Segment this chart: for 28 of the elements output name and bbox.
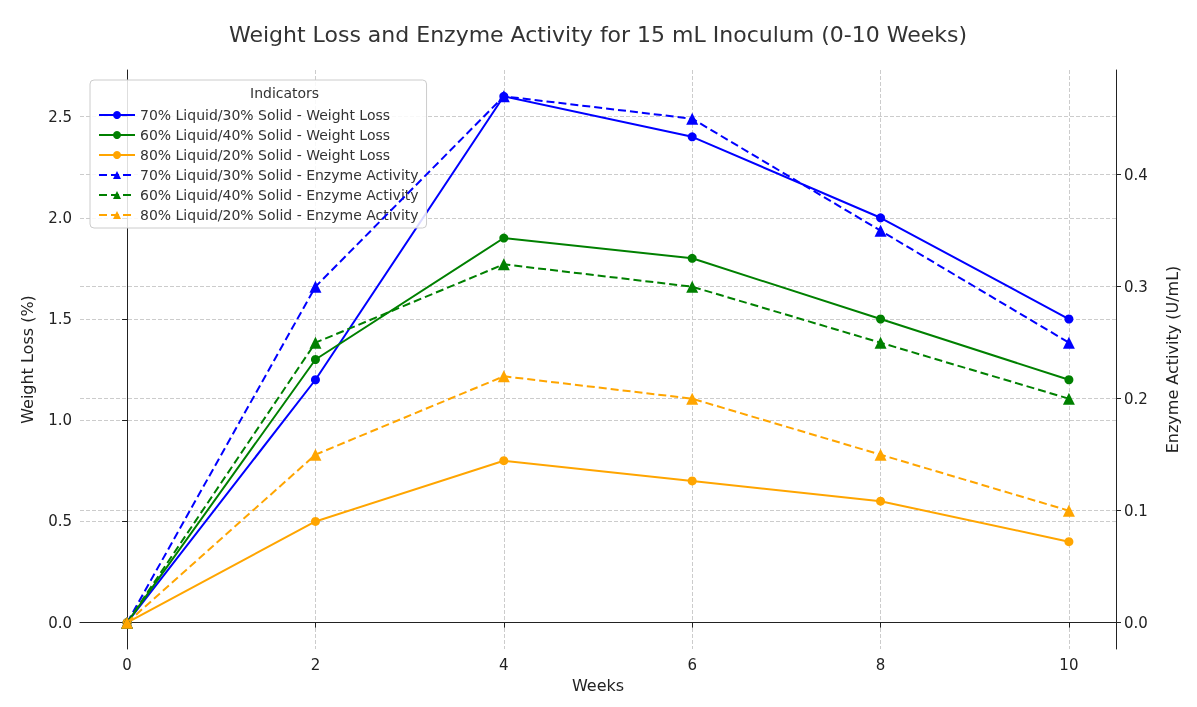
y2-tick-label: 0.1 (1124, 501, 1148, 520)
legend-label: 80% Liquid/20% Solid - Weight Loss (140, 147, 391, 163)
legend-title: Indicators (250, 85, 320, 101)
legend-label: 60% Liquid/40% Solid - Enzyme Activity (140, 187, 419, 203)
x-tick-label: 6 (687, 655, 697, 674)
legend-label: 80% Liquid/20% Solid - Enzyme Activity (140, 207, 419, 223)
legend-label: 60% Liquid/40% Solid - Weight Loss (140, 127, 391, 143)
y2-tick-label: 0.4 (1124, 165, 1148, 184)
y-tick-label: 1.5 (48, 310, 72, 329)
y-tick-label: 1.0 (48, 411, 72, 430)
y-tick-label: 2.5 (48, 107, 72, 126)
chart-title: Weight Loss and Enzyme Activity for 15 mL Inoculum (0-10 Weeks) (228, 21, 968, 47)
y-axis-title: Weight Loss (%) (17, 295, 37, 424)
y2-tick-label: 0.2 (1124, 389, 1148, 408)
x-tick-label: 10 (1059, 655, 1079, 674)
y-tick-label: 0.0 (48, 613, 72, 632)
x-tick-label: 4 (499, 655, 509, 674)
legend-label: 70% Liquid/30% Solid - Weight Loss (140, 107, 391, 123)
legend-label: 70% Liquid/30% Solid - Enzyme Activity (140, 167, 419, 183)
y-tick-label: 2.0 (48, 208, 72, 227)
y2-tick-label: 0.0 (1124, 613, 1148, 632)
x-tick-label: 8 (875, 655, 886, 674)
y2-axis-title: Enzyme Activity (U/mL) (1162, 265, 1182, 454)
x-axis-title: Weeks (571, 675, 625, 695)
y2-tick-label: 0.3 (1124, 277, 1148, 296)
x-tick-label: 2 (310, 655, 321, 674)
y-tick-label: 0.5 (48, 512, 72, 531)
x-tick-label: 0 (122, 655, 132, 674)
